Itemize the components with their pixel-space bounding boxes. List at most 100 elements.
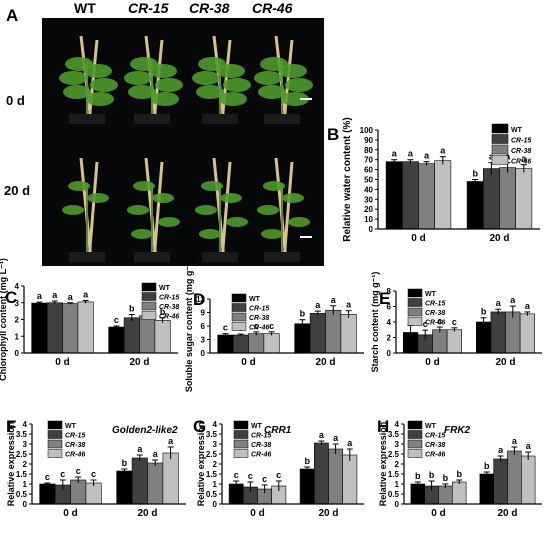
- leaf: [199, 229, 221, 239]
- panel-letter-b: B: [327, 125, 339, 144]
- leaf: [63, 85, 91, 99]
- y-tick-label: 2.5: [206, 450, 218, 459]
- y-tick-label: 60: [364, 166, 373, 175]
- legend-swatch: [141, 311, 157, 320]
- panel-letter-f: F: [6, 417, 16, 436]
- chart-title: Golden2-like2: [112, 425, 178, 436]
- significance-letter: a: [408, 149, 414, 159]
- legend-label: CR-15: [65, 433, 85, 440]
- significance-letter: b: [122, 458, 128, 468]
- legend-label: CR-15: [425, 301, 445, 308]
- leaf: [124, 71, 152, 85]
- legend-label: CR-15: [251, 433, 271, 440]
- significance-letter: a: [424, 151, 430, 161]
- leaf: [158, 217, 180, 227]
- x-tick-label: 20 d: [497, 508, 517, 519]
- y-tick-label: 4: [387, 318, 392, 327]
- y-tick-label: 0.5: [16, 490, 28, 499]
- plant-photo-drawing: [59, 35, 313, 262]
- bar: [263, 333, 280, 354]
- significance-letter: b: [429, 470, 435, 480]
- y-tick-label: 1.5: [16, 470, 28, 479]
- bar: [418, 163, 436, 230]
- leaf: [220, 193, 242, 203]
- leaf: [133, 181, 155, 191]
- y-tick-label: 30: [364, 195, 373, 204]
- leaf: [151, 92, 179, 106]
- y-tick-label: 1: [15, 332, 20, 341]
- bar: [62, 303, 79, 354]
- x-tick-label: 0 d: [63, 508, 77, 519]
- y-axis-label: Starch content (mg g⁻¹): [370, 272, 380, 373]
- legend-swatch: [47, 420, 63, 430]
- significance-letter: a: [440, 146, 446, 156]
- pot: [264, 114, 300, 124]
- bar: [515, 168, 533, 230]
- leaf: [219, 92, 247, 106]
- x-tick-label: 0 d: [241, 357, 255, 368]
- y-axis-label: Soluble sugar content (mg g⁻¹): [184, 260, 194, 392]
- legend-swatch: [407, 449, 423, 458]
- pot: [134, 252, 170, 262]
- bar: [482, 168, 500, 230]
- bar: [325, 309, 342, 354]
- bar: [139, 315, 156, 354]
- significance-letter: a: [347, 438, 353, 448]
- legend-label: WT: [251, 423, 263, 430]
- bar: [493, 458, 508, 505]
- legend-label: CR-46: [425, 452, 445, 459]
- significance-letter: a: [37, 291, 43, 301]
- bar: [39, 483, 56, 505]
- leaf: [258, 85, 286, 99]
- bar: [31, 302, 48, 354]
- significance-letter: c: [262, 474, 267, 484]
- legend-swatch: [407, 288, 423, 298]
- bar: [217, 334, 234, 354]
- legend-swatch: [233, 420, 249, 430]
- legend-swatch: [141, 301, 157, 311]
- y-tick-label: 1: [23, 480, 28, 489]
- bar: [123, 317, 140, 354]
- significance-letter: b: [300, 309, 306, 319]
- significance-letter: b: [160, 307, 166, 317]
- legend-swatch: [231, 322, 247, 331]
- leaf: [261, 229, 283, 239]
- x-tick-label: 20 d: [137, 508, 157, 519]
- y-tick-label: 8: [387, 287, 392, 296]
- significance-letter: a: [521, 154, 527, 164]
- panel-letter-g: G: [193, 417, 206, 436]
- legend-swatch: [47, 439, 63, 449]
- legend-label: CR-38: [425, 310, 445, 317]
- leaf: [62, 205, 84, 215]
- y-tick-label: 4: [213, 420, 218, 429]
- bar: [519, 313, 535, 354]
- legend-label: CR-38: [425, 442, 445, 449]
- leaf: [201, 181, 223, 191]
- bar: [479, 473, 494, 505]
- panel-letter-a: A: [6, 6, 19, 25]
- bar: [77, 301, 94, 354]
- legend-swatch: [47, 449, 63, 458]
- significance-letter: a: [512, 436, 518, 446]
- y-tick-label: 3: [23, 440, 28, 449]
- y-tick-label: 3: [15, 299, 20, 308]
- y-tick-label: 70: [364, 156, 373, 165]
- y-tick-label: 4: [15, 282, 20, 291]
- bar: [505, 311, 521, 354]
- legend-swatch: [233, 449, 249, 458]
- leaf: [281, 92, 309, 106]
- significance-letter: a: [510, 295, 516, 305]
- x-tick-label: 20 d: [129, 357, 149, 368]
- leaf: [90, 78, 118, 92]
- leaf: [257, 205, 279, 215]
- y-tick-label: 6: [201, 322, 206, 331]
- y-tick-label: 2.5: [16, 450, 28, 459]
- y-axis-label: Relative water content (%): [342, 117, 353, 241]
- bar: [438, 485, 453, 505]
- legend-label: CR-46: [249, 325, 269, 332]
- bar: [299, 468, 315, 505]
- legend-label: WT: [425, 423, 437, 430]
